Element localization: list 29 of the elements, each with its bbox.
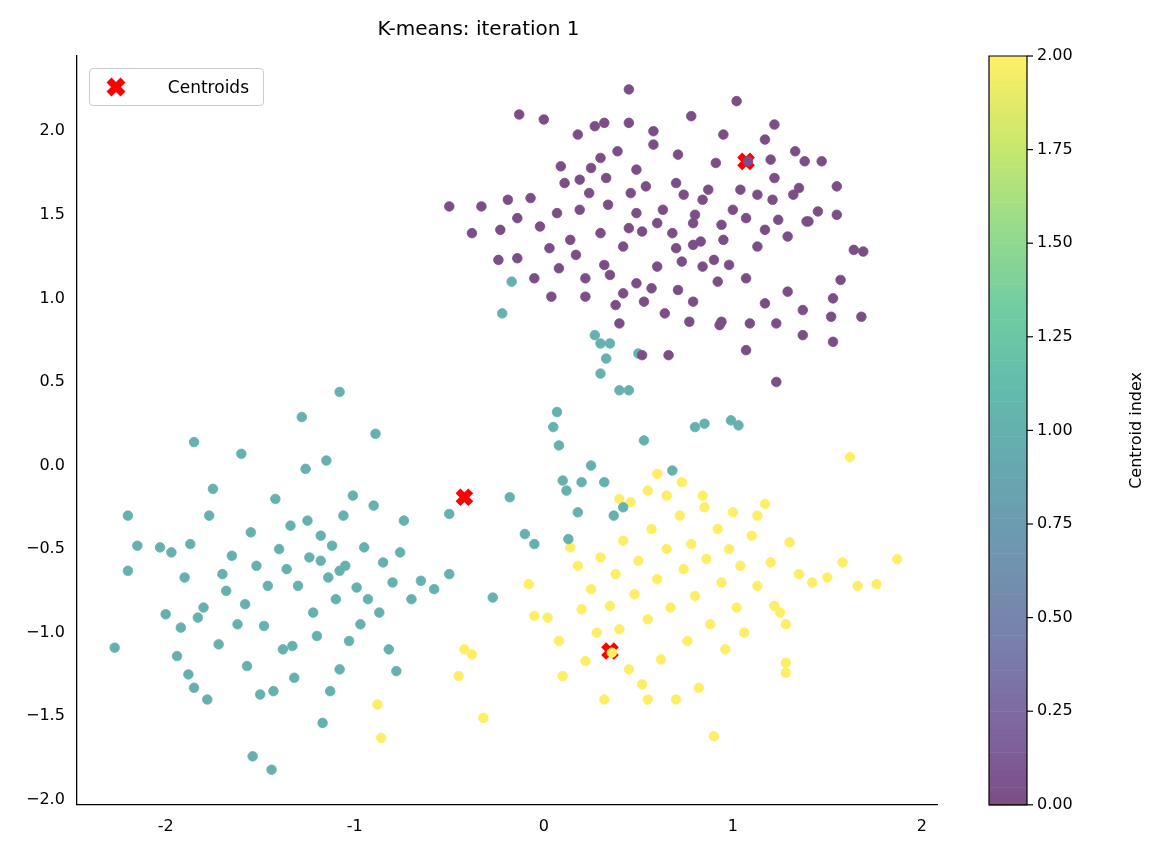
y-tick-label: 1.5: [39, 203, 65, 223]
y-tick-label: −0.5: [25, 538, 65, 558]
color-bar-label: 1.50: [1037, 232, 1073, 252]
point: [736, 151, 756, 172]
y-tick-label: 1.0: [39, 287, 65, 307]
x-tick-label: 0: [538, 815, 549, 835]
y-tick-label: −2.0: [25, 788, 65, 808]
color-bar-label: 1.00: [1037, 419, 1073, 439]
chart-title: K-means: iteration 1: [377, 16, 580, 41]
y-tick-label: 0.5: [39, 371, 65, 391]
y-tick-label: 0.0: [39, 454, 65, 474]
color-bar-label: 1.75: [1037, 138, 1073, 158]
color-bar-label: 0.75: [1037, 513, 1073, 533]
point: [600, 641, 620, 661]
x-tick-label: -2: [157, 815, 174, 835]
y-tick-label: −1.0: [25, 621, 65, 641]
x-tick-label: -1: [346, 815, 363, 835]
y-tick-label: −1.5: [25, 705, 65, 725]
point: [454, 487, 475, 508]
color-bar-title: Centroid index: [1126, 371, 1146, 489]
x-tick-label: 2: [916, 815, 927, 835]
color-bar-label: 0.25: [1037, 700, 1073, 720]
legend: Centroids: [88, 68, 264, 106]
color-bar-label: 0.00: [1037, 793, 1073, 813]
color-bar-label: 0.50: [1037, 606, 1073, 626]
color-bar-label: 2.00: [1037, 45, 1073, 65]
color-bar-label: 1.25: [1037, 325, 1073, 345]
y-tick-label: 2.0: [39, 120, 65, 140]
x-tick-label: 1: [727, 815, 738, 835]
